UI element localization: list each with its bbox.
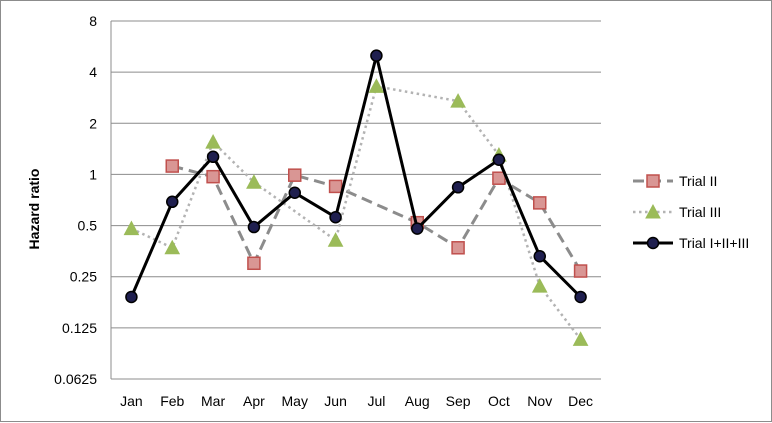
data-point — [166, 195, 179, 209]
legend-label: Trial III — [679, 204, 721, 220]
series-line — [130, 54, 582, 299]
data-point — [573, 264, 588, 278]
data-point — [125, 290, 138, 304]
data-point — [329, 210, 342, 224]
data-point — [123, 220, 140, 236]
x-tick-labels: Jan Feb Mar Apr May Jun Jul Aug Sep Oct Nov Dec — [120, 393, 593, 409]
x-tick-label: Sep — [446, 393, 471, 409]
y-tick-label: 2 — [89, 115, 97, 131]
data-point — [205, 134, 221, 149]
y-tick-label: 4 — [89, 64, 97, 80]
x-tick-label: Feb — [160, 393, 184, 409]
data-point — [492, 153, 506, 167]
series-line — [171, 164, 582, 272]
data-point — [247, 256, 261, 271]
data-point — [247, 220, 261, 234]
data-point — [572, 331, 589, 346]
data-point — [574, 290, 587, 304]
x-tick-label: May — [282, 393, 308, 409]
data-point — [531, 278, 548, 293]
data-point — [411, 222, 424, 235]
legend-entry: Trial I+II+III — [633, 235, 749, 251]
y-tick-label: 0.25 — [70, 269, 97, 285]
data-point — [246, 174, 262, 189]
data-point — [533, 196, 547, 210]
x-tick-label: Dec — [568, 393, 593, 409]
data-point — [492, 171, 506, 185]
x-tick-label: Jan — [120, 393, 143, 409]
series-2 — [123, 78, 589, 346]
data-point — [288, 168, 302, 182]
x-tick-label: Nov — [527, 393, 552, 409]
x-tick-label: Aug — [405, 393, 430, 409]
legend-marker — [645, 203, 661, 219]
x-tick-label: Apr — [243, 393, 265, 409]
x-tick-label: Jun — [324, 393, 347, 409]
series-line — [130, 85, 582, 341]
data-point — [450, 93, 466, 108]
data-point — [206, 169, 220, 184]
x-tick-label: Mar — [201, 393, 225, 409]
y-tick-label: 8 — [89, 13, 97, 29]
y-tick-label: 0.0625 — [54, 371, 97, 387]
series-1 — [165, 159, 588, 278]
gridlines — [110, 20, 601, 380]
y-tick-labels: 8 4 2 1 0.5 0.25 0.125 0.0625 — [54, 13, 97, 387]
legend: Trial II Trial III Trial I+II+III — [633, 173, 749, 251]
legend-marker — [646, 236, 660, 250]
legend-label: Trial I+II+III — [679, 235, 749, 251]
data-point — [368, 78, 385, 93]
series-3 — [125, 49, 587, 304]
data-point — [370, 49, 383, 62]
data-point — [327, 232, 344, 247]
data-point — [451, 241, 465, 255]
legend-label: Trial II — [679, 173, 717, 189]
x-tick-label: Jul — [367, 393, 385, 409]
data-point — [206, 150, 220, 164]
legend-entry: Trial II — [633, 173, 717, 189]
legend-entry: Trial III — [633, 203, 721, 220]
y-axis-label: Hazard ratio — [26, 169, 42, 250]
y-tick-label: 0.5 — [78, 218, 98, 234]
x-tick-label: Oct — [488, 393, 510, 409]
series-group — [123, 49, 589, 346]
data-point — [165, 159, 179, 173]
data-point — [533, 249, 546, 263]
data-point — [164, 239, 181, 255]
y-tick-label: 0.125 — [62, 320, 97, 336]
data-point — [451, 181, 465, 194]
legend-marker — [646, 174, 660, 188]
data-point — [328, 179, 343, 194]
y-tick-label: 1 — [89, 166, 97, 182]
data-point — [288, 186, 301, 200]
